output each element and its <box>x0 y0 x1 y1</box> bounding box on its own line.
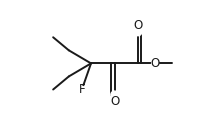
Text: O: O <box>110 95 119 108</box>
Text: O: O <box>133 19 143 32</box>
Circle shape <box>134 28 142 36</box>
Circle shape <box>111 91 118 98</box>
Circle shape <box>79 86 85 93</box>
Text: F: F <box>79 83 85 96</box>
Text: O: O <box>150 57 160 70</box>
Circle shape <box>152 60 158 67</box>
